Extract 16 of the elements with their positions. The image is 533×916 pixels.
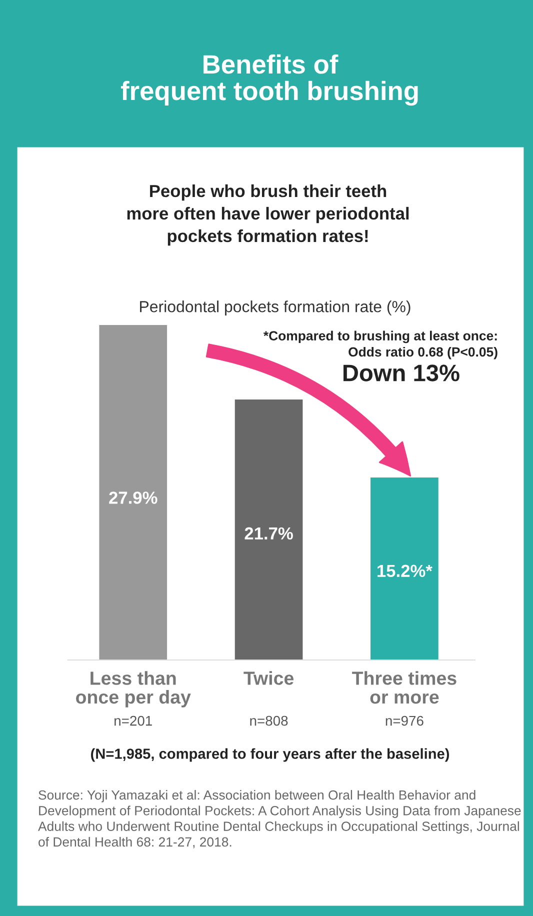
chart-title: Benefits of frequent tooth brushing [120,54,418,106]
x-tick-label: Less than once per day [76,671,191,708]
annotation: *Compared to brushing at least once: Odds ratio 0.68 (P<0.05) [263,330,498,360]
text: n=976 [386,716,424,726]
data-label: 21.7% [244,527,293,540]
source-note: Source: Yoji Yamazaki et al: Association between Oral Health Behavior and Development of Periodontal Pockets: A Cohort Analysis Using Data from Japanese Adults who Underwent Routine Dental Checkups in Occupational Settings, Journal of Dental Health 68: 21-27, 2018. [38,790,521,848]
data-label: 27.9% [109,492,158,504]
data-label: 15.2%* [378,564,432,578]
annotation: Down 13% [344,364,460,382]
x-tick-label: Twice [244,671,294,685]
text: n=808 [250,716,288,726]
x-tick-label: Three times or more [352,671,456,704]
text: (N=1,985, compared to four years after the baseline) [91,748,450,762]
text: n=201 [114,716,152,726]
y-axis-title: Periodontal pockets formation rate (%) [140,300,410,316]
chart-subtitle: People who brush their teeth more often have lower periodontal pockets formation rates! [127,184,409,246]
